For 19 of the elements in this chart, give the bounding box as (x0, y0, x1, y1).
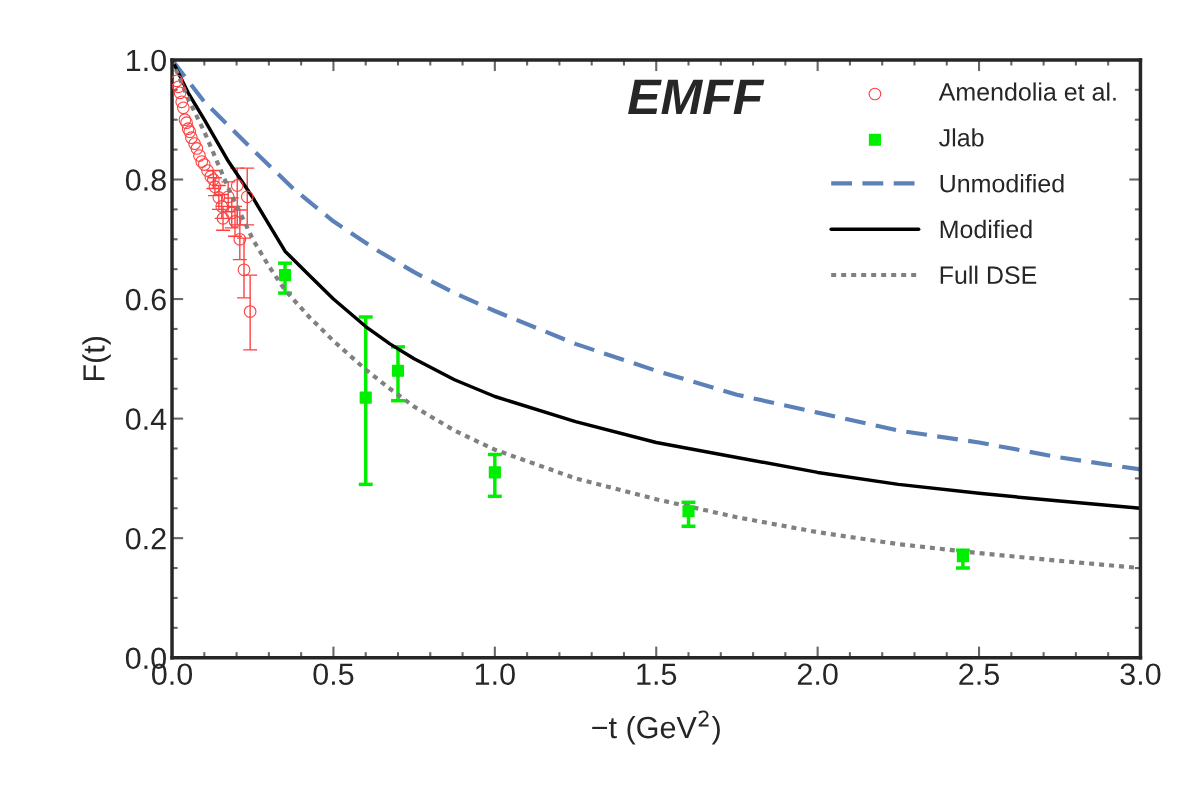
y-tick-label: 1.0 (127, 49, 166, 72)
legend-label: Modified (940, 219, 1032, 239)
legend-label: Full DSE (940, 265, 1037, 285)
x-tick-label: 1.0 (475, 663, 515, 686)
legend-label: Unmodified (940, 174, 1064, 193)
legend-label: Amendolia et al. (938, 82, 1116, 101)
x-tick-label: 2.5 (959, 663, 999, 686)
y-tick-label: 0.6 (125, 288, 166, 311)
y-tick-label: 0.2 (125, 527, 166, 550)
x-tick-label: 1.5 (637, 663, 677, 686)
x-tick-label: 2.0 (797, 663, 838, 686)
x-axis-title: −t (GeV$^{2}$) (592, 710, 720, 745)
x-tick-label: 0.5 (313, 663, 354, 686)
chart-title: EMFF (628, 79, 765, 115)
legend-label: Jlab (939, 128, 984, 147)
y-tick-label: 0.8 (125, 169, 166, 191)
x-tick-label: 3.0 (1120, 663, 1161, 686)
y-tick-label: 0.4 (125, 408, 167, 430)
y-axis-title: F(t) (82, 336, 111, 381)
